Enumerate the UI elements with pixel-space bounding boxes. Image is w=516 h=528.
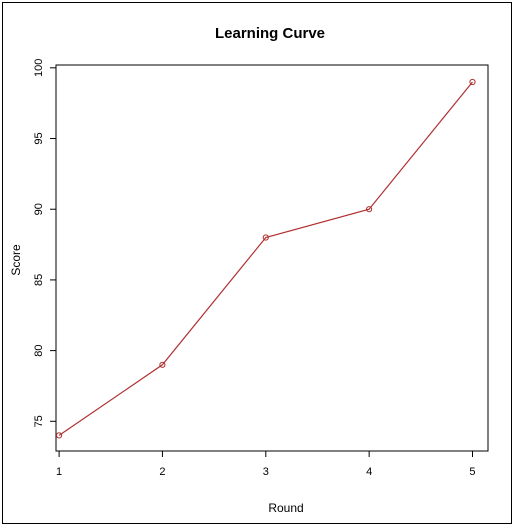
data-point bbox=[469, 78, 476, 86]
x-axis-label: Round bbox=[268, 501, 303, 515]
series-layer bbox=[56, 78, 476, 439]
data-point bbox=[366, 206, 373, 213]
figure-frame bbox=[2, 2, 512, 524]
y-tick-label: 100 bbox=[33, 59, 45, 77]
y-axis-label: Score bbox=[9, 244, 23, 276]
data-point bbox=[159, 361, 166, 368]
y-tick-label: 75 bbox=[33, 415, 45, 427]
y-tick-label: 80 bbox=[33, 344, 45, 356]
plot-area bbox=[55, 64, 489, 452]
x-tick-label: 3 bbox=[263, 466, 269, 478]
x-tick-label: 4 bbox=[366, 466, 372, 478]
y-tick-label: 95 bbox=[33, 132, 45, 144]
y-tick-label: 90 bbox=[33, 203, 45, 215]
chart-title: Learning Curve bbox=[215, 25, 325, 42]
series-line bbox=[58, 81, 473, 436]
x-axis: 1 2 3 4 5 bbox=[56, 451, 476, 478]
x-tick-label: 2 bbox=[159, 466, 165, 478]
y-axis: 75 80 85 90 95 100 bbox=[33, 59, 56, 427]
data-point bbox=[262, 234, 269, 241]
y-tick-label: 85 bbox=[33, 274, 45, 286]
x-tick-label: 5 bbox=[469, 466, 475, 478]
x-tick-label: 1 bbox=[56, 466, 62, 478]
data-point bbox=[56, 432, 63, 439]
